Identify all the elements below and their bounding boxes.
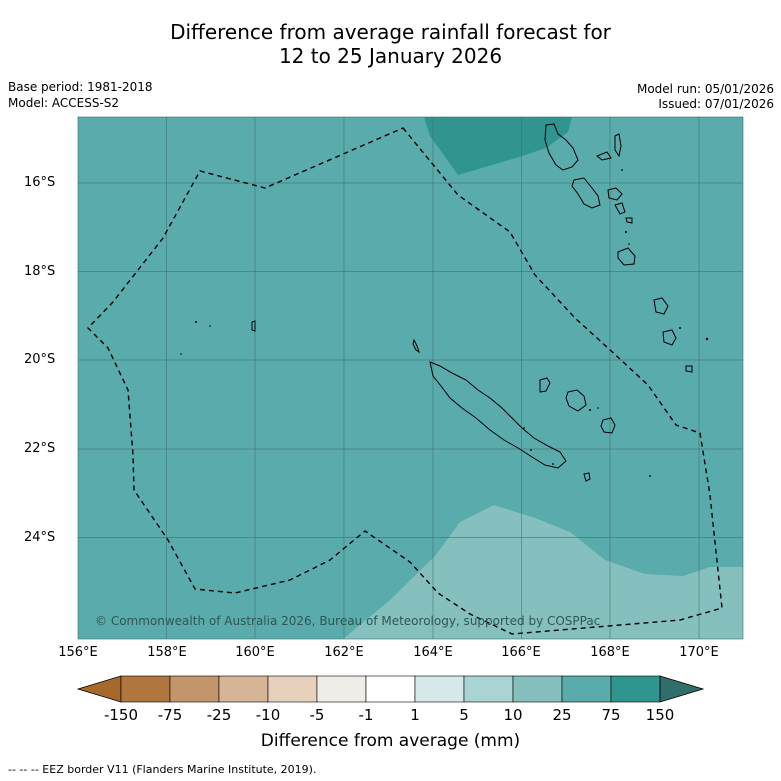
vanuatu-aneityum — [685, 365, 693, 373]
colorbar-tick-label: -75 — [157, 706, 183, 724]
chart-title-line2: 12 to 25 January 2026 — [278, 44, 503, 68]
vanuatu-malekula — [571, 177, 601, 209]
chesterfield-isle — [251, 320, 256, 332]
colorbar-segment — [512, 675, 563, 703]
colorbar-tick-label: 25 — [552, 706, 572, 724]
loyalty-mare — [600, 417, 616, 434]
colorbar-extend-high — [659, 675, 705, 703]
model-label: Model: ACCESS-S2 — [8, 96, 120, 110]
colorbar-segment — [120, 675, 171, 703]
graticule — [78, 117, 743, 639]
copyright-notice: © Commonwealth of Australia 2026, Bureau… — [95, 614, 600, 628]
espiritu-santo — [544, 123, 579, 171]
shading-10-25 — [343, 505, 743, 639]
colorbar-segment — [414, 675, 465, 703]
colorbar-tick-label: -25 — [206, 706, 232, 724]
lon-tick-label: 158°E — [147, 645, 187, 660]
eez-footer-note: -- -- -- EEZ border V11 (Flanders Marine… — [8, 763, 317, 776]
colorbar-segment — [169, 675, 220, 703]
colorbar-segment — [365, 675, 416, 703]
lon-tick-label: 170°E — [679, 645, 719, 660]
colorbar-tick-label: 5 — [459, 706, 469, 724]
new-caledonia — [429, 361, 567, 469]
colorbar-tick-label: -1 — [358, 706, 374, 724]
lon-tick-label: 160°E — [235, 645, 275, 660]
model-run-label: Model run: 05/01/2026 — [636, 82, 774, 96]
shading-above-75 — [424, 117, 572, 175]
colorbar-tick-label: -5 — [309, 706, 325, 724]
coastlines — [251, 123, 693, 482]
loyalty-lifou — [565, 389, 587, 412]
colorbar-segment — [267, 675, 318, 703]
vanuatu-efate — [617, 247, 636, 266]
colorbar-segment — [218, 675, 269, 703]
isle-of-pines — [583, 472, 591, 482]
colorbar-tick-label: 150 — [645, 706, 675, 724]
base-period-label: Base period: 1981-2018 — [8, 80, 153, 94]
vanuatu-tanna — [662, 329, 677, 346]
lon-tick-label: 166°E — [501, 645, 541, 660]
lon-tick-label: 156°E — [58, 645, 98, 660]
colorbar-segment — [463, 675, 514, 703]
map-frame — [77, 116, 744, 640]
lon-tick-label: 164°E — [413, 645, 453, 660]
vanuatu-ambae — [596, 151, 612, 161]
vanuatu-erromango — [653, 297, 669, 315]
lat-tick-label: 16°S — [24, 175, 56, 190]
colorbar-tick-label: 1 — [410, 706, 420, 724]
colorbar-extend-low — [76, 675, 122, 703]
belep-islands — [412, 338, 420, 354]
small-islets — [180, 169, 709, 477]
colorbar-tick-label: -10 — [255, 706, 281, 724]
shading-25-75 — [78, 117, 743, 639]
colorbar-tick-label: -150 — [103, 706, 139, 724]
colorbar-title: Difference from average (mm) — [260, 731, 521, 751]
colorbar-segment — [561, 675, 612, 703]
issued-label: Issued: 07/01/2026 — [658, 97, 774, 111]
vanuatu-pentecost — [607, 187, 623, 201]
vanuatu-epi — [614, 202, 626, 215]
loyalty-ouvea — [539, 377, 551, 393]
colorbar-segment — [610, 675, 661, 703]
lat-tick-label: 22°S — [24, 441, 56, 456]
chart-title-line1: Difference from average rainfall forecas… — [170, 20, 611, 44]
colorbar-segment — [316, 675, 367, 703]
vanuatu-maewo — [614, 133, 622, 158]
lat-tick-label: 20°S — [24, 352, 56, 367]
vanuatu-shepherd — [625, 217, 633, 224]
lon-tick-label: 168°E — [590, 645, 630, 660]
colorbar-tick-label: 10 — [503, 706, 523, 724]
colorbar-tick-label: 75 — [601, 706, 621, 724]
lon-tick-label: 162°E — [324, 645, 364, 660]
lat-tick-label: 18°S — [24, 264, 56, 279]
lat-tick-label: 24°S — [24, 530, 56, 545]
